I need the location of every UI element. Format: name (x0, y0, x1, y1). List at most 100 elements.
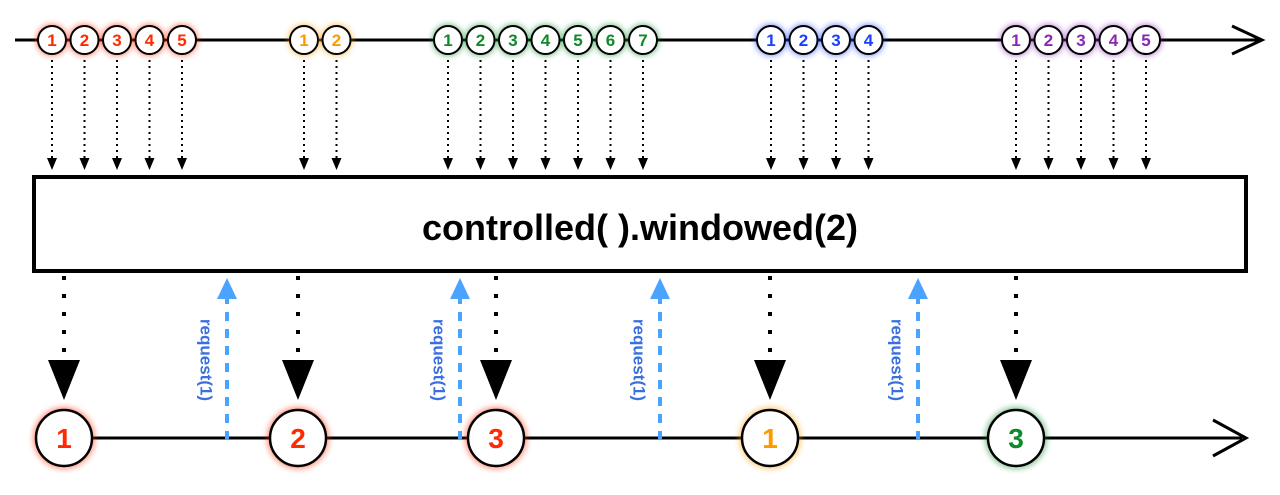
input-arrow-head (605, 158, 616, 170)
input-marble-label: 3 (831, 31, 840, 50)
output-marble-label: 1 (762, 423, 778, 454)
input-marble: 3 (1065, 24, 1097, 56)
input-arrow-head (299, 158, 309, 170)
output-marble: 1 (739, 407, 801, 469)
input-marble: 1 (288, 24, 320, 56)
input-arrow-head (331, 158, 342, 170)
input-marble: 3 (820, 24, 852, 56)
request-label: request(1) (430, 319, 449, 401)
request-label: request(1) (197, 319, 216, 401)
request-label: request(1) (630, 319, 649, 401)
output-marble-label: 2 (290, 423, 306, 454)
input-arrow-head (798, 158, 809, 170)
input-marble-label: 4 (145, 31, 155, 50)
output-marble-label: 3 (1008, 423, 1024, 454)
output-marble: 2 (267, 407, 329, 469)
output-marbles: 1 2 3 1 3 (33, 407, 1047, 469)
input-marble: 5 (166, 24, 198, 56)
request-arrow-head (450, 278, 470, 299)
input-marble-label: 5 (573, 31, 582, 50)
input-marble: 4 (529, 24, 562, 56)
request-arrow-head (650, 278, 670, 299)
input-arrow-head (1043, 158, 1054, 170)
input-marble: 4 (133, 24, 166, 56)
request-arrows: request(1) request(1) request(1) request(1) (197, 278, 928, 440)
input-marble: 5 (562, 24, 594, 56)
input-marble-label: 1 (47, 31, 56, 50)
input-arrow-head (766, 158, 776, 170)
input-marble: 1 (36, 24, 68, 56)
input-marble: 3 (101, 24, 133, 56)
input-marble-label: 2 (799, 31, 808, 50)
input-arrow-head (144, 158, 155, 170)
input-marble: 2 (320, 24, 353, 56)
output-arrow-head (282, 360, 314, 400)
request-arrow-head (908, 278, 928, 299)
input-marble: 4 (852, 24, 885, 56)
operator-label: controlled( ).windowed(2) (422, 207, 858, 248)
input-marble-label: 3 (508, 31, 517, 50)
output-marble: 1 (33, 407, 95, 469)
output-marble: 3 (985, 407, 1047, 469)
request-arrow-head (217, 278, 237, 299)
request-label: request(1) (888, 319, 907, 401)
input-arrow-head (638, 158, 648, 170)
input-marble: 5 (1130, 24, 1162, 56)
result-timeline (40, 418, 1250, 458)
input-marble: 2 (68, 24, 101, 56)
output-marble-label: 1 (56, 423, 72, 454)
input-marble-label: 1 (299, 31, 308, 50)
input-marble-label: 1 (443, 31, 452, 50)
input-marble-label: 4 (864, 31, 874, 50)
input-marble-label: 4 (1109, 31, 1119, 50)
output-arrow-head (48, 360, 80, 400)
input-arrow-head (863, 158, 874, 170)
input-marble: 2 (464, 24, 497, 56)
input-arrow-head (508, 158, 518, 170)
input-marble-label: 1 (766, 31, 775, 50)
input-arrows (47, 60, 1151, 170)
input-marble: 2 (1032, 24, 1065, 56)
input-marbles: 1 2 3 4 5 1 2 1 2 3 4 5 6 7 1 2 3 4 1 2 3 4 5 (36, 24, 1162, 56)
input-marble-label: 4 (541, 31, 551, 50)
output-arrow-head (1000, 360, 1032, 400)
input-marble: 6 (594, 24, 627, 56)
input-marble: 7 (627, 24, 659, 56)
output-marble: 3 (465, 407, 527, 469)
input-marble: 4 (1097, 24, 1130, 56)
input-arrow-head (831, 158, 841, 170)
input-marble-label: 2 (476, 31, 485, 50)
input-arrow-head (112, 158, 122, 170)
input-marble-label: 3 (1076, 31, 1085, 50)
input-marble: 1 (1000, 24, 1032, 56)
output-marble-label: 3 (488, 423, 504, 454)
input-marble-label: 1 (1011, 31, 1020, 50)
input-marble: 3 (497, 24, 529, 56)
input-arrow-head (1011, 158, 1021, 170)
input-marble: 1 (755, 24, 787, 56)
input-arrow-head (47, 158, 57, 170)
input-marble: 2 (787, 24, 820, 56)
input-marble-label: 3 (112, 31, 121, 50)
input-marble-label: 7 (638, 31, 647, 50)
input-marble-label: 2 (80, 31, 89, 50)
operator-box: controlled( ).windowed(2) (32, 175, 1248, 273)
input-arrow-head (573, 158, 583, 170)
input-marble-label: 2 (1044, 31, 1053, 50)
input-arrow-head (177, 158, 187, 170)
input-arrow-head (1141, 158, 1151, 170)
output-arrows (48, 276, 1032, 400)
output-arrow-head (754, 360, 786, 400)
input-marble-label: 5 (177, 31, 186, 50)
input-marble-label: 6 (606, 31, 615, 50)
input-marble-label: 2 (332, 31, 341, 50)
input-arrow-head (443, 158, 453, 170)
input-arrow-head (1076, 158, 1086, 170)
input-marble: 1 (432, 24, 464, 56)
input-arrow-head (475, 158, 486, 170)
input-arrow-head (540, 158, 551, 170)
input-arrow-head (79, 158, 90, 170)
output-arrow-head (480, 360, 512, 400)
